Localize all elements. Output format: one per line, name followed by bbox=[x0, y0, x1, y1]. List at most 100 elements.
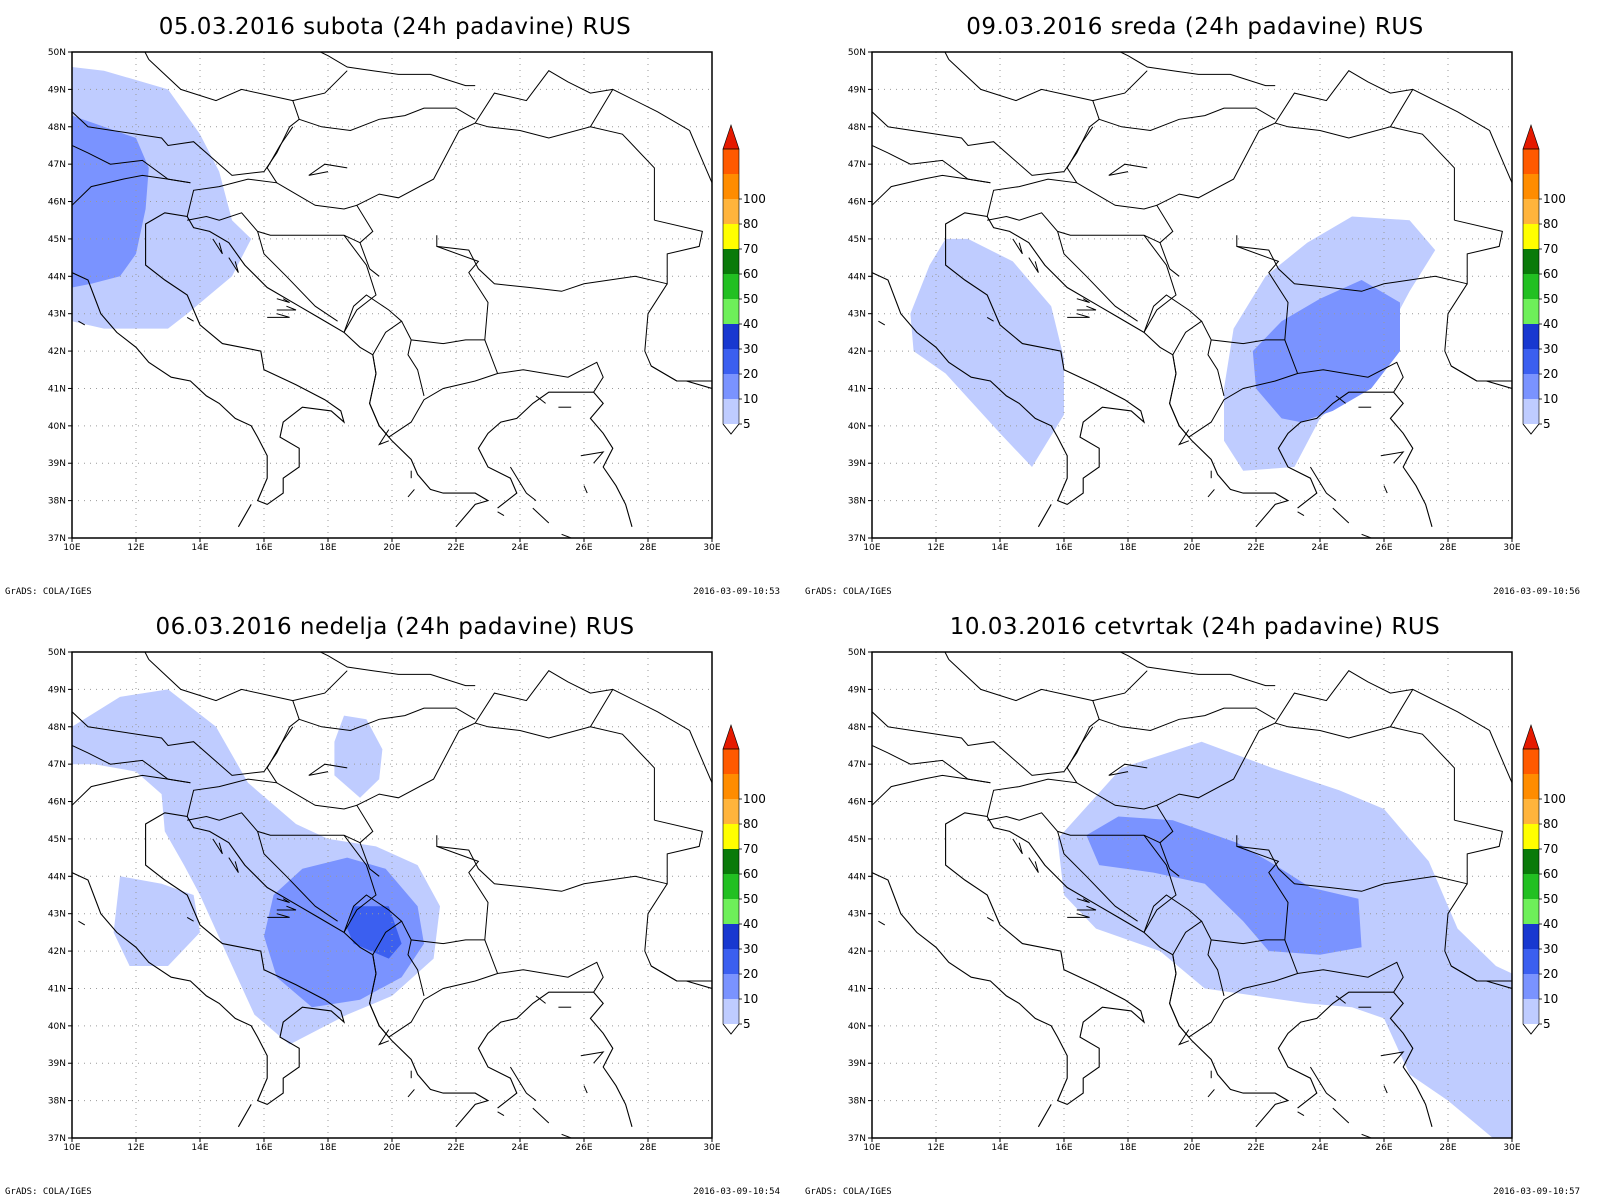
island-outline bbox=[509, 1066, 537, 1101]
legend-swatch bbox=[1523, 349, 1539, 374]
lat-label: 38N bbox=[48, 497, 66, 507]
lon-label: 30E bbox=[703, 543, 720, 553]
lat-label: 43N bbox=[48, 910, 66, 920]
island-outline bbox=[1076, 905, 1097, 911]
lon-label: 10E bbox=[863, 1143, 880, 1153]
legend-label: 30 bbox=[743, 942, 758, 956]
lat-label: 49N bbox=[48, 685, 66, 695]
country-border bbox=[1207, 339, 1225, 397]
lon-label: 30E bbox=[1503, 543, 1520, 553]
island-outline bbox=[407, 1089, 415, 1098]
country-border bbox=[644, 883, 712, 982]
map-panel-2: 50N 49N 48N 47N 46N 45N 44N 43N 42N 41N 40N 39N 38N 3… bbox=[800, 0, 1600, 600]
lat-label: 45N bbox=[848, 835, 866, 845]
country-border bbox=[1143, 894, 1203, 956]
island-outline bbox=[308, 163, 348, 176]
legend-swatch bbox=[723, 949, 739, 974]
legend-bottom-arrow bbox=[1522, 423, 1540, 435]
lat-label: 48N bbox=[48, 123, 66, 133]
coastline bbox=[477, 991, 633, 1127]
legend-triangle bbox=[1522, 124, 1540, 150]
lat-label: 45N bbox=[48, 235, 66, 245]
island-outline bbox=[186, 916, 194, 922]
country-border bbox=[872, 670, 1148, 776]
legend-swatch bbox=[1523, 249, 1539, 274]
legend-triangle bbox=[722, 124, 740, 150]
legend-swatch bbox=[723, 249, 739, 274]
lat-label: 47N bbox=[848, 160, 866, 170]
island-outline bbox=[267, 313, 290, 318]
island-outline bbox=[276, 898, 290, 903]
legend-swatch bbox=[723, 224, 739, 249]
lon-label: 18E bbox=[319, 1143, 336, 1153]
country-border bbox=[474, 670, 613, 724]
lat-label: 49N bbox=[848, 685, 866, 695]
country-border bbox=[257, 231, 338, 322]
lon-label: 16E bbox=[255, 1143, 272, 1153]
country-border bbox=[644, 283, 712, 382]
island-outline bbox=[580, 1051, 605, 1064]
legend-label: 10 bbox=[1543, 992, 1558, 1006]
precip-area-5mm bbox=[334, 715, 383, 798]
legend-label: 10 bbox=[743, 392, 758, 406]
lat-label: 40N bbox=[848, 422, 866, 432]
country-border bbox=[1236, 219, 1503, 292]
legend-swatch bbox=[723, 349, 739, 374]
island-outline bbox=[1108, 763, 1148, 776]
legend-label: 60 bbox=[1543, 267, 1558, 281]
map-title-2: 09.03.2016 sreda (24h padavine) RUS bbox=[966, 14, 1424, 40]
island-outline bbox=[1076, 898, 1090, 903]
country-border bbox=[1207, 939, 1225, 997]
legend-swatch bbox=[1523, 999, 1539, 1024]
legend-label: 70 bbox=[1543, 842, 1558, 856]
country-border bbox=[407, 339, 425, 397]
country-border bbox=[1099, 107, 1276, 132]
lon-label: 22E bbox=[1247, 543, 1264, 553]
map-svg-1: 50N 49N 48N 47N 46N 45N 44N 43N 42N 41N 40N 39N 38N 3… bbox=[48, 48, 766, 553]
country-border bbox=[72, 774, 191, 806]
grads-credit-4: GrADS: COLA/IGES bbox=[805, 1187, 892, 1197]
lat-label: 39N bbox=[848, 459, 866, 469]
country-border bbox=[72, 70, 348, 176]
legend-label: 10 bbox=[1543, 392, 1558, 406]
country-border bbox=[401, 835, 489, 945]
legend-label: 70 bbox=[743, 242, 758, 256]
legend-label: 100 bbox=[743, 192, 766, 206]
island-outline bbox=[276, 305, 297, 311]
legend-label: 50 bbox=[1543, 292, 1558, 306]
country-border bbox=[1169, 354, 1298, 438]
island-outline bbox=[1067, 913, 1090, 918]
legend-label: 40 bbox=[1543, 317, 1558, 331]
lat-label: 45N bbox=[48, 835, 66, 845]
legend-triangle bbox=[722, 724, 740, 750]
lon-label: 28E bbox=[639, 543, 656, 553]
lon-label: 26E bbox=[1375, 543, 1392, 553]
country-border bbox=[872, 70, 1148, 176]
country-border bbox=[1057, 831, 1138, 922]
country-border bbox=[1057, 231, 1138, 322]
lon-label: 24E bbox=[511, 1143, 528, 1153]
island-outline bbox=[1309, 1066, 1337, 1101]
lon-label: 18E bbox=[319, 543, 336, 553]
legend-swatch bbox=[723, 274, 739, 299]
lon-label: 30E bbox=[1503, 1143, 1520, 1153]
coastline bbox=[1037, 504, 1052, 528]
lat-label: 43N bbox=[48, 310, 66, 320]
island-outline bbox=[532, 1107, 550, 1124]
island-outline bbox=[228, 857, 239, 873]
country-border bbox=[343, 834, 377, 933]
timestamp-1: 2016-03-09-10:53 bbox=[693, 587, 780, 597]
country-border bbox=[1389, 688, 1512, 783]
island-outline bbox=[986, 316, 994, 322]
legend-label: 60 bbox=[1543, 867, 1558, 881]
legend-swatch bbox=[1523, 299, 1539, 324]
precip-area-5mm bbox=[910, 238, 1064, 467]
island-outline bbox=[1309, 466, 1337, 501]
lon-label: 12E bbox=[927, 1143, 944, 1153]
legend-swatch bbox=[1523, 774, 1539, 799]
lat-label: 48N bbox=[48, 723, 66, 733]
country-border bbox=[299, 707, 476, 732]
lat-label: 41N bbox=[848, 984, 866, 994]
legend-label: 5 bbox=[1543, 1017, 1551, 1031]
island-outline bbox=[1067, 313, 1090, 318]
